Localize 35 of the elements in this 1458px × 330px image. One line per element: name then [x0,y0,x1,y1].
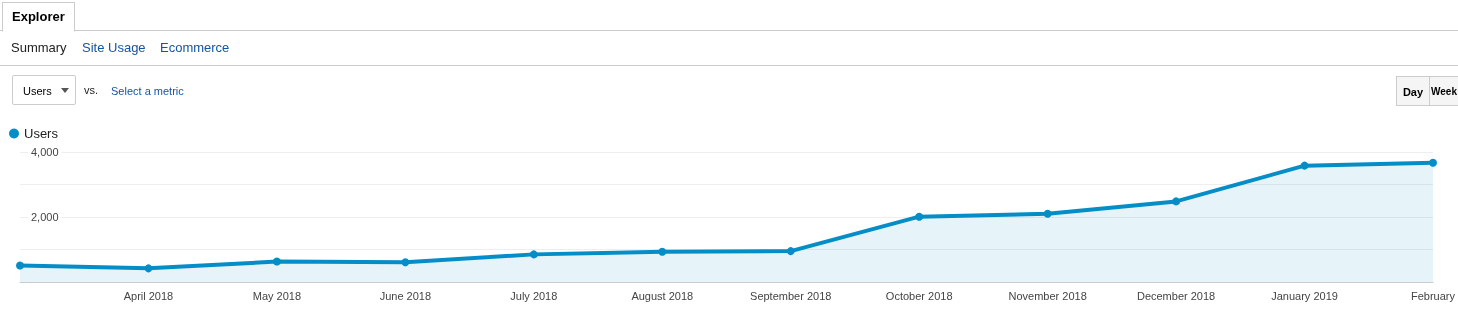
point [1429,158,1437,167]
point [401,258,410,267]
point [16,261,24,270]
point [915,212,924,221]
x-tick-label: October 2018 [885,289,953,302]
point [658,247,667,256]
point [144,264,153,273]
x-tick-label: July 2018 [510,289,558,302]
x-tick-label: August 2018 [631,289,694,302]
point [786,247,795,256]
x-tick-label: November 2018 [1008,289,1087,302]
point [1300,161,1309,170]
text: Week [1429,76,1458,106]
x-tick-label: December 2018 [1136,289,1216,302]
text: Select a metric [111,85,184,97]
text: Summary [11,40,67,55]
x-tick-label: September 2018 [750,289,832,302]
text: Day [1396,76,1430,106]
point [1172,197,1181,206]
x-tick-label: April 2018 [123,289,174,302]
point [1043,209,1052,218]
y-tick-label: 2,000 [31,211,59,223]
y-tick-label: 4,000 [31,146,59,158]
x-tick-label: May 2018 [252,289,302,302]
point [272,257,281,266]
text: Explorer [2,2,75,32]
text: Site Usage [82,40,146,55]
x-tick-label: February [1410,289,1456,302]
text: Ecommerce [160,40,230,55]
x-tick-label: January 2019 [1271,289,1338,302]
legend-label: Users [24,126,59,141]
point [529,250,538,259]
x-tick-label: June 2018 [379,289,432,302]
text: Users [12,75,76,105]
text: vs. [84,84,99,96]
